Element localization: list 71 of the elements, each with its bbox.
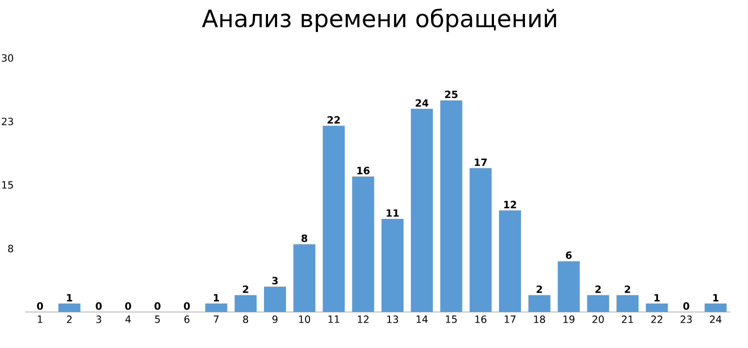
data-label: 1 — [214, 294, 220, 302]
data-label: 0 — [184, 302, 190, 310]
x-tick-label: 9 — [272, 316, 278, 324]
bar — [528, 295, 550, 312]
x-tick-label: 8 — [243, 316, 248, 324]
x-tick-label: 18 — [534, 316, 546, 324]
data-label: 1 — [654, 294, 660, 302]
bar — [646, 304, 668, 312]
data-label: 0 — [683, 302, 690, 310]
x-tick-label: 5 — [155, 316, 160, 323]
data-label: 12 — [504, 200, 516, 208]
bar — [322, 126, 345, 312]
bar — [499, 210, 522, 312]
data-label: 25 — [445, 90, 458, 98]
x-tick-label: 15 — [446, 316, 457, 323]
x-tick-label: 3 — [96, 316, 102, 324]
x-tick-label: 11 — [328, 316, 340, 323]
bar — [587, 295, 610, 312]
data-label: 24 — [416, 99, 428, 107]
bar — [440, 100, 462, 312]
y-tick-label: 23 — [2, 118, 13, 126]
bar — [704, 304, 727, 312]
data-label: 0 — [154, 302, 160, 310]
data-label: 16 — [357, 166, 370, 174]
data-label: 0 — [37, 302, 43, 310]
data-label: 3 — [272, 276, 278, 284]
y-tick-label: 8 — [8, 244, 14, 252]
bar — [264, 286, 286, 312]
bar — [558, 261, 580, 312]
data-label: 6 — [566, 251, 572, 259]
x-tick-label: 16 — [475, 316, 486, 324]
x-tick-label: 10 — [299, 316, 310, 324]
bar — [410, 108, 433, 312]
y-tick-label: 15 — [2, 181, 13, 189]
data-label: 8 — [302, 234, 308, 242]
data-label: 2 — [242, 285, 248, 293]
data-label: 2 — [536, 285, 542, 293]
x-tick-label: 19 — [564, 316, 574, 324]
data-label: 17 — [474, 158, 487, 166]
data-label: 1 — [713, 294, 718, 302]
data-label: 2 — [595, 285, 601, 293]
bar — [616, 295, 639, 312]
x-tick-label: 1 — [38, 316, 42, 323]
bar — [352, 176, 374, 312]
x-tick-label: 23 — [680, 316, 692, 324]
x-tick-label: 24 — [710, 316, 722, 323]
x-tick-label: 2 — [66, 316, 72, 323]
x-tick-label: 17 — [504, 316, 516, 323]
x-tick-label: 20 — [592, 316, 604, 324]
x-tick-label: 13 — [387, 316, 398, 324]
data-label: 0 — [96, 302, 102, 310]
x-tick-label: 7 — [214, 316, 219, 323]
bar — [293, 244, 316, 312]
data-label: 1 — [67, 294, 72, 302]
y-tick-label: 30 — [2, 54, 14, 62]
data-label: 11 — [386, 209, 399, 217]
bar — [382, 218, 404, 312]
x-tick-label: 21 — [622, 316, 633, 323]
data-label: 0 — [125, 302, 132, 310]
bar — [470, 168, 492, 312]
bar — [205, 304, 228, 312]
chart-title: Анализ времени обращений — [202, 8, 556, 32]
data-label: 2 — [624, 285, 630, 293]
x-tick-label: 12 — [358, 316, 368, 323]
x-tick-label: 14 — [416, 316, 428, 323]
x-tick-label: 4 — [125, 316, 131, 323]
bar — [58, 304, 80, 312]
data-label: 22 — [328, 116, 340, 124]
bar — [234, 295, 257, 312]
x-tick-label: 6 — [184, 316, 190, 324]
x-tick-label: 22 — [651, 316, 662, 323]
